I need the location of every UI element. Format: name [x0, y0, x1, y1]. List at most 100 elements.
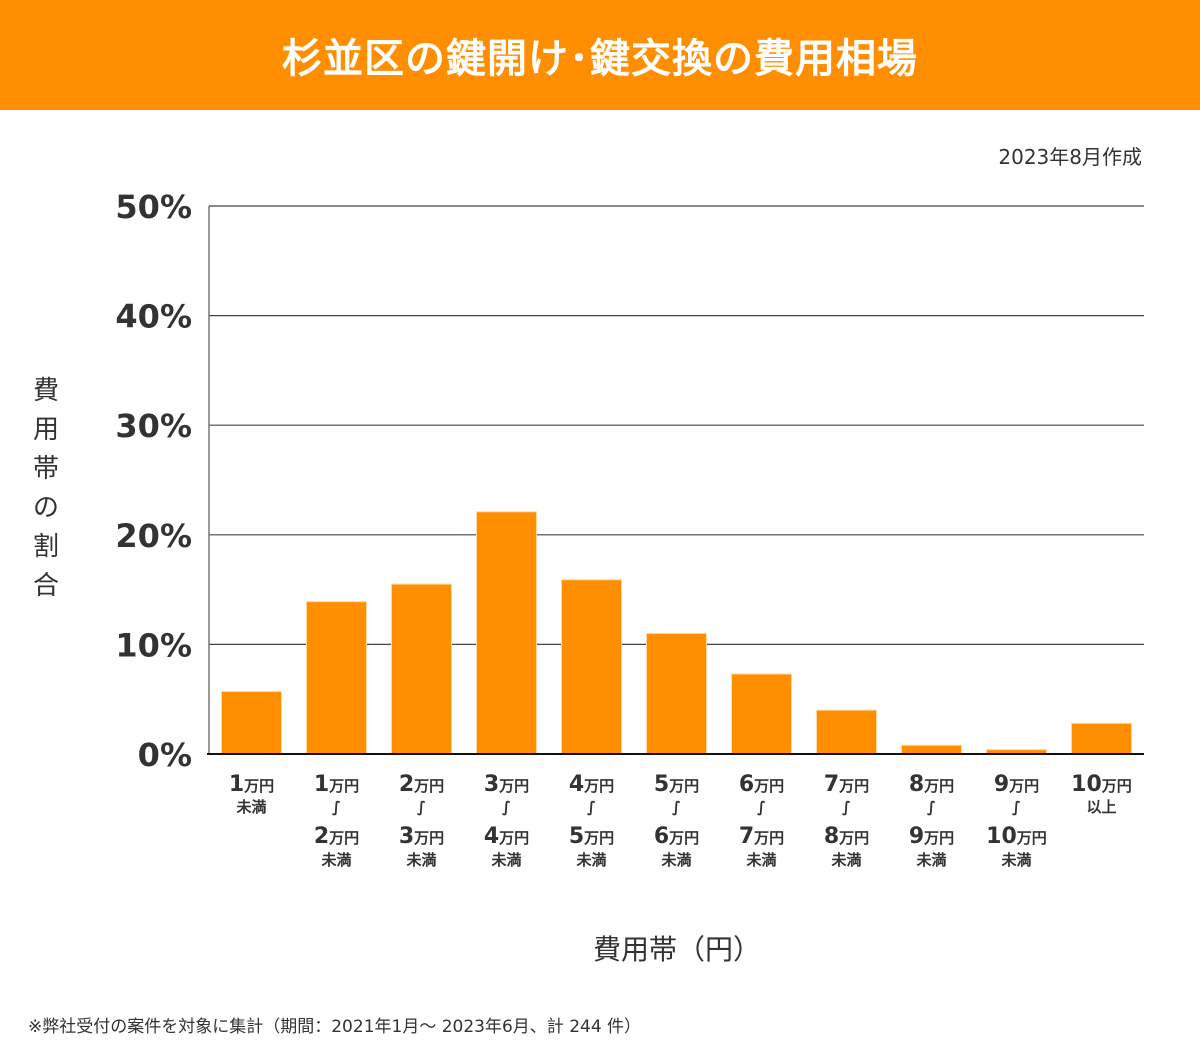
x-tick-label: 6万円	[654, 824, 699, 849]
bar	[561, 579, 622, 755]
x-tick-label: 7万円	[824, 772, 869, 797]
x-tick-suffix: 未満	[745, 851, 776, 869]
x-tick-label: 10万円	[986, 824, 1047, 849]
y-axis-label-char: の	[32, 493, 59, 523]
x-tick-number: 10	[1071, 772, 1102, 797]
x-tick-label: 3万円	[399, 824, 444, 849]
x-tick-unit: 万円	[668, 777, 699, 795]
x-tick-unit: 万円	[753, 829, 784, 847]
chart-title: 杉並区の鍵開け･鍵交換の費用相場	[282, 36, 918, 82]
x-tick-suffix: 未満	[830, 851, 861, 869]
x-tick-range-mark: ∫	[417, 798, 426, 816]
x-tick-range-mark: ∫	[502, 798, 511, 816]
y-tick-label: 40%	[115, 298, 192, 336]
x-tick-unit: 万円	[923, 829, 954, 847]
x-tick-number: 10	[986, 824, 1017, 849]
y-axis-label-char: 合	[32, 571, 59, 601]
x-tick-number: 3	[399, 824, 414, 849]
x-tick-number: 1	[229, 772, 244, 797]
x-tick-number: 2	[399, 772, 414, 797]
x-tick-unit: 万円	[413, 777, 444, 795]
x-tick-suffix: 未満	[235, 798, 266, 816]
x-tick-unit: 万円	[1008, 777, 1039, 795]
x-tick-suffix: 未満	[405, 851, 436, 869]
x-tick-label: 8万円	[909, 772, 954, 797]
x-tick-suffix: 以上	[1086, 798, 1116, 816]
x-tick-label: 1万円	[314, 772, 359, 797]
x-tick-number: 4	[484, 824, 499, 849]
bar	[391, 583, 452, 755]
y-axis-label-char: 帯	[32, 454, 59, 484]
x-tick-number: 5	[569, 824, 584, 849]
x-tick-suffix: 未満	[660, 851, 691, 869]
x-tick-number: 5	[654, 772, 669, 797]
x-tick-unit: 万円	[668, 829, 699, 847]
x-tick-label: 9万円	[994, 772, 1039, 797]
x-tick-unit: 万円	[583, 829, 614, 847]
x-tick-number: 7	[824, 772, 839, 797]
x-tick-suffix: 未満	[1000, 851, 1031, 869]
y-tick-label: 50%	[115, 188, 192, 226]
x-tick-range-mark: ∫	[332, 798, 341, 816]
x-tick-label: 2万円	[314, 824, 359, 849]
bar	[306, 601, 367, 755]
bar	[476, 511, 537, 755]
x-tick-number: 9	[994, 772, 1009, 797]
x-tick-unit: 万円	[923, 777, 954, 795]
x-tick-unit: 万円	[328, 829, 359, 847]
x-tick-label: 1万円	[229, 772, 274, 797]
x-tick-range-mark: ∫	[842, 798, 851, 816]
y-axis-label-char: 費	[32, 376, 59, 406]
x-tick-number: 3	[484, 772, 499, 797]
x-tick-number: 6	[654, 824, 669, 849]
x-tick-unit: 万円	[1101, 777, 1132, 795]
y-axis-label-char: 用	[32, 415, 59, 445]
x-tick-number: 6	[739, 772, 754, 797]
x-tick-label: 7万円	[739, 824, 784, 849]
x-tick-unit: 万円	[838, 777, 869, 795]
x-tick-label: 4万円	[569, 772, 614, 797]
bar	[731, 673, 792, 755]
title-banner: 杉並区の鍵開け･鍵交換の費用相場	[0, 0, 1200, 110]
x-tick-number: 2	[314, 824, 329, 849]
x-tick-unit: 万円	[413, 829, 444, 847]
x-tick-label: 8万円	[824, 824, 869, 849]
x-tick-number: 7	[739, 824, 754, 849]
x-tick-suffix: 未満	[490, 851, 521, 869]
x-tick-label: 5万円	[654, 772, 699, 797]
bar	[1071, 722, 1132, 755]
x-tick-unit: 万円	[583, 777, 614, 795]
x-tick-suffix: 未満	[915, 851, 946, 869]
x-tick-unit: 万円	[243, 777, 274, 795]
x-tick-unit: 万円	[753, 777, 784, 795]
y-tick-label: 0%	[138, 736, 192, 774]
x-tick-range-mark: ∫	[1012, 798, 1021, 816]
bar	[816, 709, 877, 755]
bar	[901, 744, 962, 755]
x-tick-range-mark: ∫	[672, 798, 681, 816]
x-tick-range-mark: ∫	[927, 798, 936, 816]
x-axis-label: 費用帯（円）	[592, 933, 761, 966]
x-tick-suffix: 未満	[320, 851, 351, 869]
x-tick-label: 2万円	[399, 772, 444, 797]
y-tick-label: 30%	[115, 407, 192, 445]
x-tick-label: 5万円	[569, 824, 614, 849]
x-tick-unit: 万円	[498, 777, 529, 795]
x-tick-range-mark: ∫	[757, 798, 766, 816]
x-tick-label: 6万円	[739, 772, 784, 797]
y-tick-label: 10%	[115, 626, 192, 664]
x-tick-number: 1	[314, 772, 329, 797]
x-tick-label: 3万円	[484, 772, 529, 797]
x-tick-unit: 万円	[498, 829, 529, 847]
x-tick-unit: 万円	[838, 829, 869, 847]
x-tick-suffix: 未満	[575, 851, 606, 869]
x-tick-label: 4万円	[484, 824, 529, 849]
x-tick-label: 9万円	[909, 824, 954, 849]
y-axis-label-char: 割	[32, 532, 59, 562]
created-date: 2023年8月作成	[998, 145, 1142, 169]
footnote: ※弊社受付の案件を対象に集計（期間：2021年1月～ 2023年6月、計 244…	[28, 1017, 642, 1037]
x-tick-unit: 万円	[328, 777, 359, 795]
x-tick-range-mark: ∫	[587, 798, 596, 816]
x-tick-number: 9	[909, 824, 924, 849]
